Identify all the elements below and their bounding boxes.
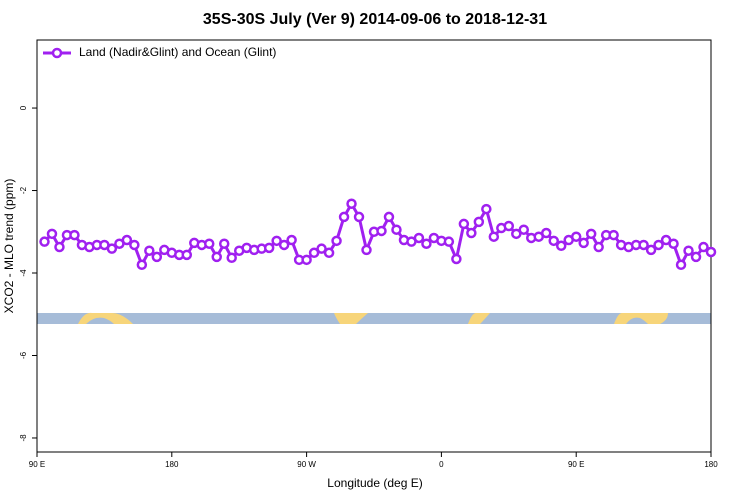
data-point	[570, 231, 582, 242]
data-point	[316, 243, 327, 254]
data-point	[106, 243, 118, 254]
data-point	[46, 228, 58, 240]
data-point	[151, 251, 163, 263]
data-point	[226, 252, 237, 264]
x-tick-label: 180	[165, 460, 179, 469]
plot-frame	[36, 39, 712, 453]
map-strip	[37, 312, 711, 324]
data-point	[331, 235, 342, 247]
data-point	[473, 216, 485, 228]
x-tick-label: 180	[704, 460, 718, 469]
data-point	[593, 241, 604, 253]
data-point	[466, 227, 477, 239]
y-tick-label: 0	[19, 105, 28, 110]
data-point	[421, 238, 432, 249]
y-tick-label: -2	[19, 186, 28, 194]
data-point	[346, 198, 357, 209]
data-point	[218, 238, 230, 249]
x-tick-label: 0	[439, 460, 444, 469]
y-tick-label: -8	[19, 434, 28, 442]
data-point	[263, 242, 275, 254]
data-point	[39, 236, 50, 247]
data-point	[518, 224, 530, 235]
data-point	[136, 259, 148, 271]
data-point	[653, 239, 664, 251]
data-point	[638, 239, 649, 251]
data-point	[675, 259, 687, 271]
data-point	[645, 244, 657, 256]
legend-marker	[51, 47, 63, 59]
data-point	[361, 244, 372, 256]
data-point	[488, 231, 500, 242]
x-axis-label: Longitude (deg E)	[327, 476, 422, 490]
data-point	[54, 241, 65, 253]
data-point	[278, 239, 290, 251]
data-point	[271, 235, 282, 247]
legend-label: Land (Nadir&Glint) and Ocean (Glint)	[79, 45, 276, 59]
data-point	[608, 229, 619, 241]
data-point	[511, 228, 522, 240]
data-point	[540, 227, 552, 239]
y-axis-label: XCO2 - MLO trend (ppm)	[2, 179, 16, 314]
data-point	[481, 203, 492, 215]
data-point	[443, 236, 455, 247]
x-tick-label: 90 E	[29, 460, 45, 469]
data-point	[451, 253, 462, 265]
data-point	[301, 254, 312, 266]
data-point	[705, 246, 717, 258]
data-point	[144, 245, 155, 256]
data-point	[668, 238, 679, 249]
data-point	[690, 251, 702, 263]
data-point	[121, 234, 133, 246]
data-point	[548, 235, 559, 247]
data-point	[578, 237, 589, 249]
x-tick-label: 90 E	[568, 460, 584, 469]
data-point	[458, 218, 470, 230]
data-point	[129, 239, 140, 251]
data-point	[503, 220, 515, 232]
data-point	[286, 234, 297, 246]
x-tick-label: 90 W	[297, 460, 316, 469]
data-point	[203, 238, 215, 249]
data-point	[308, 247, 320, 259]
data-point	[353, 211, 365, 223]
data-point	[413, 232, 425, 244]
data-point	[69, 229, 80, 241]
data-point	[698, 241, 709, 253]
data-point	[211, 251, 222, 263]
data-point	[323, 247, 335, 259]
y-tick-label: -4	[19, 269, 28, 277]
chart-title: 35S-30S July (Ver 9) 2014-09-06 to 2018-…	[203, 11, 547, 28]
data-point	[383, 211, 395, 223]
data-point	[585, 228, 597, 240]
data-point	[391, 224, 402, 235]
data-point	[555, 240, 567, 252]
data-point	[683, 245, 694, 256]
data-point	[181, 249, 193, 261]
y-tick-label: -6	[19, 351, 28, 359]
data-point	[338, 211, 350, 223]
data-point	[376, 225, 387, 237]
